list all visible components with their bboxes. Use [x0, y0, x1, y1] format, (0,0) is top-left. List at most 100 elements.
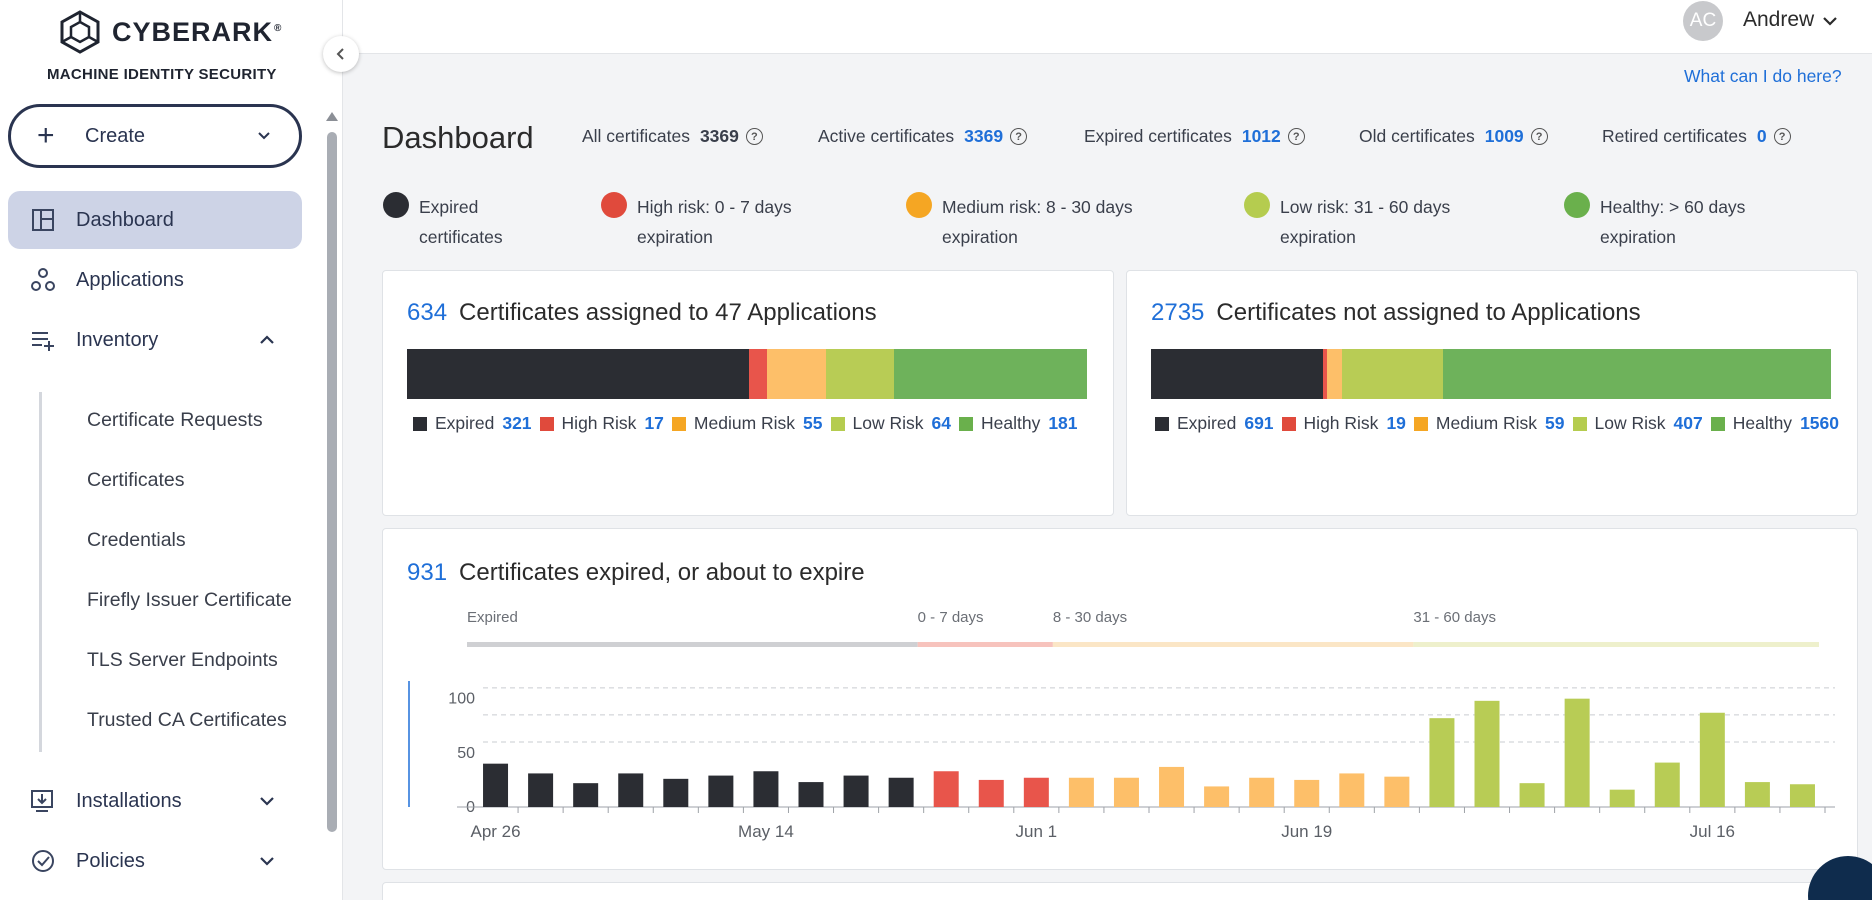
legend-healthy: Healthy 1560: [1710, 413, 1847, 434]
sidebar-subitem-trusted-ca-certificates[interactable]: Trusted CA Certificates: [87, 709, 287, 731]
stack-segment-expired[interactable]: [1151, 349, 1323, 399]
chart-bar-low[interactable]: [1564, 698, 1590, 807]
sidebar-subitem-firefly-issuer-certificate[interactable]: Firefly Issuer Certificate: [87, 589, 292, 611]
chart-bar-expired[interactable]: [753, 771, 779, 807]
chart-bar-expired[interactable]: [528, 773, 554, 807]
chart-bar-medium[interactable]: [1113, 777, 1139, 807]
low-risk-swatch-icon: [1572, 416, 1587, 431]
chart-bar-low[interactable]: [1744, 782, 1770, 807]
chart-bar-expired[interactable]: [843, 775, 869, 807]
stat-old-certificates[interactable]: Old certificates 1009 ?: [1359, 126, 1548, 147]
legend-label: High Risk: [1303, 413, 1379, 433]
legend-value: 321: [502, 413, 532, 433]
chart-bar-low[interactable]: [1609, 789, 1635, 807]
chart-bar-medium[interactable]: [1384, 776, 1410, 807]
assigned-stacked-bar[interactable]: [407, 349, 1087, 399]
chart-bar-expired[interactable]: [708, 775, 734, 807]
legend-label: Expired: [435, 413, 495, 433]
chart-bar-medium[interactable]: [1249, 777, 1275, 807]
help-icon[interactable]: ?: [1773, 128, 1791, 145]
chart-bar-high[interactable]: [978, 779, 1004, 807]
legend-value: 17: [644, 413, 664, 433]
chart-bar-medium[interactable]: [1204, 786, 1230, 807]
help-icon[interactable]: ?: [1530, 128, 1548, 145]
brand-subtitle: MACHINE IDENTITY SECURITY: [47, 66, 277, 83]
stack-segment-high-risk[interactable]: [1322, 349, 1328, 399]
chevron-down-icon[interactable]: [1822, 13, 1838, 29]
expiring-certificates-card[interactable]: 931 Certificates expired, or about to exp…: [382, 528, 1858, 870]
y-tick-label: 100: [448, 691, 475, 708]
stat-active-certificates[interactable]: Active certificates 3369 ?: [818, 126, 1028, 147]
sidebar-item-applications[interactable]: Applications: [8, 251, 302, 309]
x-tick-label: May 14: [738, 822, 794, 841]
chart-bar-medium[interactable]: [1159, 766, 1185, 807]
high-risk-swatch-icon: [1281, 416, 1296, 431]
chart-bar-high[interactable]: [933, 771, 959, 807]
chart-bar-low[interactable]: [1474, 700, 1500, 807]
stat-expired-certificates[interactable]: Expired certificates 1012 ?: [1084, 126, 1305, 147]
stack-segment-medium-risk[interactable]: [1327, 349, 1343, 399]
sidebar-scrollbar-thumb[interactable]: [327, 132, 337, 832]
help-icon[interactable]: ?: [1010, 128, 1028, 145]
chart-bar-low[interactable]: [1429, 718, 1455, 807]
help-link[interactable]: What can I do here?: [1684, 66, 1842, 86]
brand-name: CYBERARK®: [112, 16, 283, 47]
chart-bar-expired[interactable]: [663, 778, 689, 807]
chart-bar-expired[interactable]: [888, 777, 914, 807]
chart-bar-high[interactable]: [1023, 777, 1049, 807]
stack-segment-low-risk[interactable]: [1342, 349, 1444, 399]
chart-bar-low[interactable]: [1519, 783, 1545, 807]
sidebar-item-label: Policies: [76, 849, 145, 872]
stack-segment-healthy[interactable]: [1443, 349, 1831, 399]
sidebar-subitem-credentials[interactable]: Credentials: [87, 529, 186, 551]
chart-bar-low[interactable]: [1699, 712, 1725, 807]
x-tick-label: Jul 16: [1690, 822, 1735, 841]
scroll-up-arrow-icon[interactable]: [326, 112, 338, 121]
legend-high-risk: High Risk 17: [539, 413, 672, 434]
expiring-bar-chart[interactable]: Expired 0 - 7 days 8 - 30 days 31 - 60 days…: [383, 529, 1859, 871]
sidebar-subitem-tls-server-endpoints[interactable]: TLS Server Endpoints: [87, 649, 278, 671]
stack-segment-expired[interactable]: [407, 349, 750, 399]
help-icon[interactable]: ?: [745, 128, 763, 145]
high-risk-dot-icon: [601, 192, 627, 218]
chart-bar-expired[interactable]: [483, 763, 509, 807]
sidebar-item-installations[interactable]: Installations: [8, 772, 302, 830]
chart-bar-expired[interactable]: [618, 773, 644, 807]
chevron-down-icon[interactable]: [258, 792, 276, 810]
unassigned-stacked-bar[interactable]: [1151, 349, 1831, 399]
collapse-sidebar-button[interactable]: [323, 36, 359, 72]
sidebar-subitem-certificates[interactable]: Certificates: [87, 469, 185, 491]
stat-all-certificates[interactable]: All certificates 3369 ?: [582, 126, 763, 147]
create-button[interactable]: + Create: [8, 104, 302, 168]
chevron-up-icon[interactable]: [258, 331, 276, 349]
chart-bar-medium[interactable]: [1339, 773, 1365, 807]
medium-risk-swatch-icon: [1413, 416, 1428, 431]
avatar[interactable]: AC: [1683, 1, 1723, 41]
chart-bar-expired[interactable]: [573, 783, 599, 807]
stack-segment-high-risk[interactable]: [749, 349, 768, 399]
chart-bar-low[interactable]: [1789, 784, 1815, 807]
sidebar-item-policies[interactable]: Policies: [8, 832, 302, 890]
cyberark-logo[interactable]: CYBERARK®: [58, 10, 282, 54]
expired-swatch-icon: [413, 416, 427, 431]
stack-segment-healthy[interactable]: [894, 349, 1087, 399]
assigned-certificates-card[interactable]: 634 Certificates assigned to 47 Applicati…: [382, 270, 1114, 516]
unassigned-certificates-card[interactable]: 2735 Certificates not assigned to Applica…: [1126, 270, 1858, 516]
chart-bar-expired[interactable]: [798, 782, 824, 807]
chevron-down-icon[interactable]: [258, 852, 276, 870]
legend-low-risk: Low Risk 407: [1572, 413, 1711, 434]
help-icon[interactable]: ?: [1287, 128, 1305, 145]
chart-bar-medium[interactable]: [1294, 779, 1320, 807]
stack-segment-medium-risk[interactable]: [767, 349, 826, 399]
stat-value: 1012: [1241, 126, 1281, 146]
expiring-title: Certificates expired, or about to expire: [459, 559, 865, 586]
sidebar-subitem-certificate-requests[interactable]: Certificate Requests: [87, 409, 263, 431]
stack-segment-low-risk[interactable]: [825, 349, 895, 399]
sidebar-item-dashboard[interactable]: Dashboard: [8, 191, 302, 249]
stat-retired-certificates[interactable]: Retired certificates 0 ?: [1602, 126, 1791, 147]
legend-label: Low risk: 31 - 60 days expiration: [1280, 197, 1451, 247]
user-menu[interactable]: Andrew: [1743, 8, 1815, 31]
chart-bar-low[interactable]: [1654, 762, 1680, 807]
sidebar-item-inventory[interactable]: Inventory: [8, 311, 302, 369]
chart-bar-medium[interactable]: [1068, 777, 1094, 807]
